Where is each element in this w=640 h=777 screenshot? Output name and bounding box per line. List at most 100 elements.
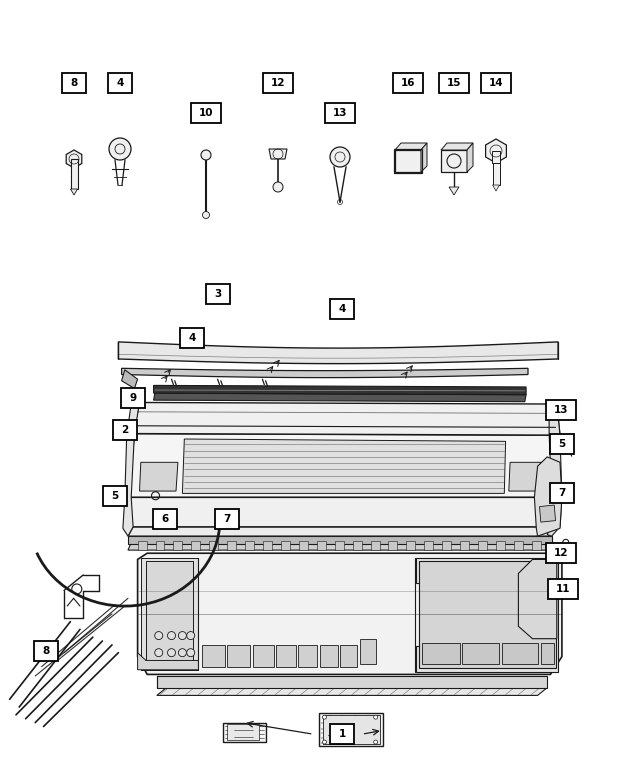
FancyBboxPatch shape bbox=[34, 641, 58, 661]
Polygon shape bbox=[122, 370, 138, 388]
FancyBboxPatch shape bbox=[546, 400, 575, 420]
Circle shape bbox=[374, 740, 378, 744]
FancyBboxPatch shape bbox=[113, 420, 137, 440]
Bar bbox=[263, 541, 272, 550]
Bar bbox=[281, 541, 290, 550]
Bar bbox=[492, 151, 500, 163]
Text: 4: 4 bbox=[116, 78, 124, 88]
Polygon shape bbox=[154, 385, 526, 395]
Text: 16: 16 bbox=[401, 78, 415, 88]
Text: 8: 8 bbox=[42, 646, 50, 656]
FancyBboxPatch shape bbox=[439, 73, 469, 93]
Polygon shape bbox=[123, 402, 140, 536]
Polygon shape bbox=[140, 462, 178, 491]
FancyBboxPatch shape bbox=[393, 73, 423, 93]
Polygon shape bbox=[395, 143, 427, 150]
Polygon shape bbox=[534, 457, 562, 536]
Bar bbox=[395, 150, 421, 172]
Bar bbox=[227, 541, 236, 550]
Polygon shape bbox=[467, 143, 473, 172]
Bar bbox=[340, 645, 357, 667]
Bar bbox=[191, 541, 200, 550]
FancyBboxPatch shape bbox=[215, 509, 239, 529]
Bar bbox=[320, 645, 338, 667]
Text: 12: 12 bbox=[554, 549, 568, 558]
Polygon shape bbox=[157, 688, 547, 695]
Bar bbox=[424, 541, 433, 550]
Circle shape bbox=[187, 649, 195, 657]
Circle shape bbox=[323, 715, 326, 720]
Text: 9: 9 bbox=[129, 393, 137, 402]
Polygon shape bbox=[66, 150, 82, 168]
Text: 15: 15 bbox=[447, 78, 461, 88]
FancyBboxPatch shape bbox=[330, 724, 355, 744]
Bar bbox=[478, 541, 487, 550]
Circle shape bbox=[202, 211, 209, 218]
FancyBboxPatch shape bbox=[548, 579, 578, 599]
Bar bbox=[299, 541, 308, 550]
Bar bbox=[371, 541, 380, 550]
FancyBboxPatch shape bbox=[550, 434, 574, 455]
Circle shape bbox=[109, 138, 131, 160]
Bar bbox=[317, 541, 326, 550]
FancyBboxPatch shape bbox=[121, 388, 145, 408]
Polygon shape bbox=[449, 187, 459, 195]
FancyBboxPatch shape bbox=[62, 73, 86, 93]
Bar bbox=[146, 561, 193, 667]
Polygon shape bbox=[138, 553, 562, 674]
FancyBboxPatch shape bbox=[550, 483, 574, 503]
FancyBboxPatch shape bbox=[325, 103, 355, 123]
Polygon shape bbox=[138, 653, 198, 670]
Polygon shape bbox=[157, 676, 547, 688]
Bar bbox=[276, 645, 296, 667]
FancyBboxPatch shape bbox=[153, 509, 177, 529]
Polygon shape bbox=[421, 143, 427, 172]
Bar bbox=[394, 149, 422, 173]
Text: 11: 11 bbox=[556, 584, 570, 594]
Circle shape bbox=[155, 649, 163, 657]
Bar bbox=[245, 541, 254, 550]
Text: 4: 4 bbox=[339, 305, 346, 314]
Bar bbox=[156, 541, 164, 550]
Bar bbox=[253, 645, 274, 667]
Polygon shape bbox=[141, 558, 198, 670]
Text: 13: 13 bbox=[554, 406, 568, 415]
Polygon shape bbox=[128, 497, 558, 527]
Bar bbox=[227, 724, 259, 740]
Bar bbox=[502, 643, 538, 664]
Polygon shape bbox=[441, 143, 473, 150]
Circle shape bbox=[323, 740, 326, 744]
Polygon shape bbox=[128, 434, 560, 497]
Bar bbox=[227, 645, 250, 667]
Polygon shape bbox=[133, 402, 560, 435]
Bar bbox=[360, 639, 376, 664]
Circle shape bbox=[273, 182, 283, 192]
Text: 1: 1 bbox=[339, 730, 346, 739]
Bar bbox=[422, 643, 460, 664]
Text: 13: 13 bbox=[333, 108, 348, 118]
Bar bbox=[70, 159, 77, 189]
Bar bbox=[202, 645, 225, 667]
Polygon shape bbox=[518, 559, 557, 639]
Bar bbox=[173, 541, 182, 550]
Bar bbox=[496, 541, 505, 550]
Text: 8: 8 bbox=[70, 78, 77, 88]
Polygon shape bbox=[118, 342, 558, 364]
Bar bbox=[353, 541, 362, 550]
Text: 4: 4 bbox=[188, 333, 196, 343]
Text: 5: 5 bbox=[558, 440, 566, 449]
Text: 14: 14 bbox=[489, 78, 503, 88]
Polygon shape bbox=[128, 527, 556, 536]
FancyBboxPatch shape bbox=[108, 73, 132, 93]
Circle shape bbox=[374, 715, 378, 720]
Bar bbox=[138, 541, 147, 550]
FancyBboxPatch shape bbox=[546, 543, 575, 563]
Bar bbox=[532, 541, 541, 550]
Bar bbox=[298, 645, 317, 667]
Circle shape bbox=[201, 150, 211, 160]
Polygon shape bbox=[269, 149, 287, 159]
Text: 7: 7 bbox=[558, 489, 566, 498]
Bar bbox=[493, 163, 499, 185]
FancyBboxPatch shape bbox=[481, 73, 511, 93]
Circle shape bbox=[179, 649, 186, 657]
